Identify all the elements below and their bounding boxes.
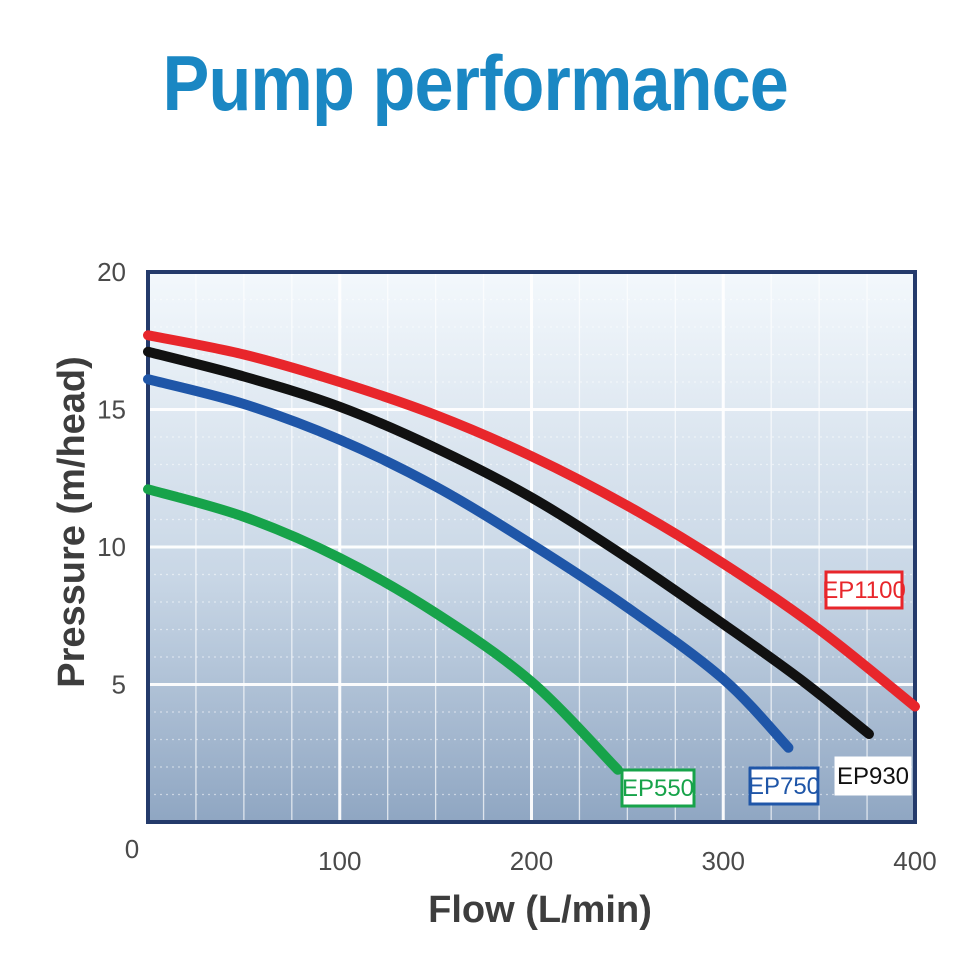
- y-tick-label: 15: [97, 395, 126, 425]
- series-label-ep930: EP930: [837, 763, 909, 790]
- y-axis-ticks: 5 10 15 20: [97, 257, 126, 700]
- chart-title: Pump performance: [162, 39, 789, 127]
- series-label-ep1100: EP1100: [822, 577, 906, 604]
- plot-border: [146, 270, 917, 824]
- x-tick-label: 200: [510, 846, 553, 876]
- x-tick-label: 300: [702, 846, 745, 876]
- y-axis-title: Pressure (m/head): [51, 356, 93, 688]
- series-lines: [143, 330, 920, 775]
- series-labels: EP1100 EP930 EP750 EP550: [620, 570, 912, 808]
- series-line-ep1100: [143, 330, 920, 712]
- series-label-box-ep550: [620, 768, 696, 808]
- series-label-ep550: EP550: [622, 775, 694, 802]
- x-tick-label: 100: [318, 846, 361, 876]
- series-label-box-ep930: [834, 756, 912, 796]
- series-line-ep930: [143, 346, 874, 739]
- y-tick-label: 5: [112, 670, 126, 700]
- x-axis-title: Flow (L/min): [428, 889, 652, 931]
- series-label-ep750: EP750: [748, 773, 820, 800]
- x-tick-label: 400: [893, 846, 936, 876]
- x-axis-ticks: 0 100 200 300 400: [125, 834, 937, 876]
- series-label-box-ep750: [748, 766, 820, 806]
- y-tick-label: 10: [97, 532, 126, 562]
- y-tick-label: 20: [97, 257, 126, 287]
- series-label-box-ep1100: [824, 570, 904, 610]
- x-tick-label: 0: [125, 834, 139, 864]
- series-line-ep750: [143, 374, 794, 753]
- series-line-ep550: [143, 484, 623, 775]
